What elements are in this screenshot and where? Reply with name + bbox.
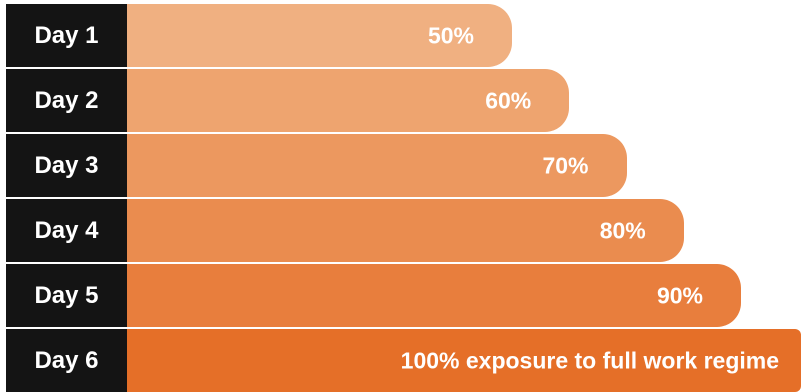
data-label: 50%	[427, 22, 474, 48]
data-label: 60%	[485, 87, 532, 113]
bar: 90%	[127, 264, 741, 327]
category-label: Day 1	[6, 4, 127, 67]
bar-row: Day 4 80%	[0, 199, 801, 262]
bar: 50%	[127, 4, 512, 67]
bar-row: Day 6 100% exposure to full work regime	[0, 329, 801, 392]
category-label: Day 6	[6, 329, 127, 392]
data-label: 100% exposure to full work regime	[400, 347, 779, 373]
data-label: 90%	[656, 282, 703, 308]
data-label: 80%	[599, 217, 646, 243]
bar-row: Day 5 90%	[0, 264, 801, 327]
bar: 60%	[127, 69, 570, 132]
bar-row: Day 1 50%	[0, 4, 801, 67]
category-label: Day 2	[6, 69, 127, 132]
data-label: 70%	[542, 152, 589, 178]
bar: 100% exposure to full work regime	[127, 329, 801, 392]
category-label: Day 4	[6, 199, 127, 262]
bar-row: Day 2 60%	[0, 69, 801, 132]
category-label: Day 3	[6, 134, 127, 197]
bar: 70%	[127, 134, 627, 197]
category-label: Day 5	[6, 264, 127, 327]
bar-row: Day 3 70%	[0, 134, 801, 197]
bar: 80%	[127, 199, 684, 262]
